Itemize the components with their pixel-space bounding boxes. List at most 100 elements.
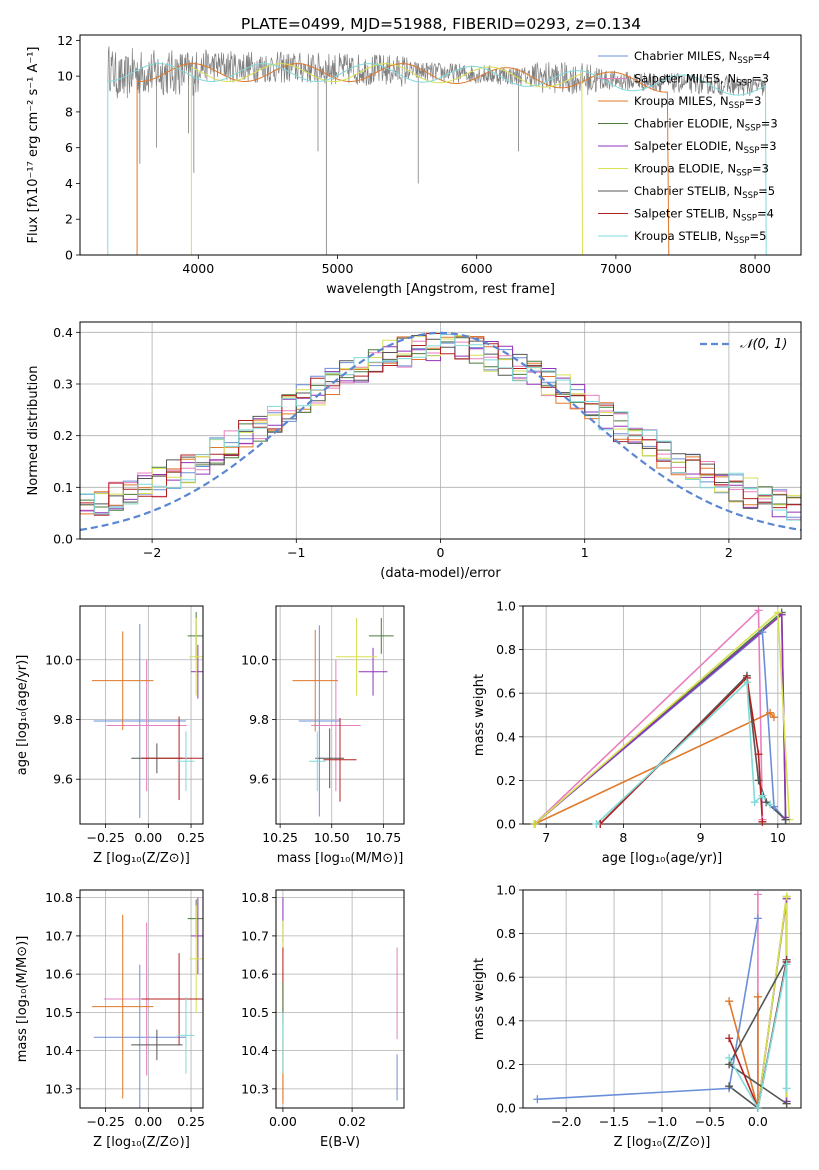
series-point	[725, 1034, 734, 1043]
series-line	[534, 630, 787, 824]
axes-frame	[522, 605, 802, 825]
x-tick-label: 2	[725, 545, 733, 560]
y-tick-label: 1.0	[496, 883, 516, 898]
legend-entry: Chabrier ELODIE, NSSP=3	[634, 117, 778, 134]
legend-name: Kroupa STELIB, N	[634, 229, 734, 243]
legend-value: =3	[760, 139, 777, 153]
x-tick-label: 8	[619, 830, 627, 845]
legend-value: =4	[757, 207, 774, 221]
legend-entry: Salpeter MILES, NSSP=3	[634, 72, 769, 89]
y-tick-label: 12	[57, 33, 73, 48]
x-tick-label: 0.25	[177, 1114, 205, 1129]
legend-entry: Salpeter ELODIE, NSSP=3	[634, 139, 777, 156]
x-axis-label: E(B-V)	[320, 1135, 360, 1150]
x-tick-label: −0.5	[695, 1114, 725, 1129]
legend-subscript: SSP	[737, 56, 753, 66]
x-axis-label: age [log₁₀(age/yr)]	[602, 851, 723, 866]
y-axis-label: Flux [fλ10⁻¹⁷ erg cm⁻² s⁻¹ A⁻¹]	[26, 47, 41, 244]
legend-entry: 𝒩(0, 1)	[740, 337, 787, 352]
legend-value: =3	[752, 72, 769, 86]
series-line	[534, 608, 764, 824]
plot-area	[282, 897, 398, 1105]
legend-name: Salpeter STELIB, N	[634, 207, 741, 221]
series-point	[766, 708, 775, 717]
plot-area	[80, 331, 801, 531]
legend-name: Chabrier ELODIE, N	[634, 117, 745, 131]
legend-value: =4	[753, 49, 770, 63]
x-tick-label: −1.0	[647, 1114, 677, 1129]
axes-frame	[79, 889, 204, 1109]
model-spectrum-line	[107, 63, 767, 255]
series-point	[782, 1099, 791, 1108]
y-tick-label: 10	[57, 69, 73, 84]
legend-entry: Kroupa ELODIE, NSSP=3	[634, 162, 769, 179]
x-axis-label: wavelength [Angstrom, rest frame]	[326, 282, 555, 297]
x-tick-label: 4000	[182, 261, 214, 276]
legend-subscript: SSP	[734, 236, 750, 246]
x-axis-label: Z [log₁₀(Z/Z⊙)]	[93, 851, 190, 866]
legend-name: Salpeter ELODIE, N	[634, 139, 744, 153]
x-axis-label: Z [log₁₀(Z/Z⊙)]	[614, 1135, 711, 1150]
legend-name: Kroupa MILES, N	[634, 94, 729, 108]
x-tick-label: 0	[437, 545, 445, 560]
x-tick-label: 0.25	[177, 830, 205, 845]
y-tick-label: 10.7	[241, 928, 269, 943]
legend-subscript: SSP	[744, 146, 760, 156]
plot-area	[91, 611, 203, 819]
x-tick-label: −1	[287, 545, 305, 560]
series-point	[754, 776, 763, 785]
x-tick-label: −2.0	[551, 1114, 581, 1129]
x-tick-label: 9	[697, 830, 705, 845]
series-point	[754, 606, 763, 615]
y-axis-label: age [log₁₀(age/yr)]	[15, 655, 30, 776]
legend-name: Salpeter MILES, N	[634, 72, 736, 86]
series-point	[725, 1082, 734, 1091]
axes-frame	[275, 605, 405, 825]
plot-area	[91, 897, 203, 1108]
x-tick-label: 0.02	[338, 1114, 366, 1129]
x-axis-label: mass [log₁₀(M/M⊙)]	[277, 851, 404, 866]
y-tick-label: 10.0	[45, 652, 73, 667]
legend-subscript: SSP	[729, 101, 745, 111]
x-tick-label: 0.00	[134, 1114, 162, 1129]
y-tick-label: 9.8	[249, 712, 269, 727]
series-point	[754, 750, 763, 759]
y-tick-label: 10.6	[45, 967, 73, 982]
legend-value: =3	[761, 117, 778, 131]
x-axis-label: Z [log₁₀(Z/Z⊙)]	[93, 1135, 190, 1150]
series-point	[766, 800, 775, 809]
series-point	[753, 992, 762, 1001]
y-tick-label: 10.6	[241, 967, 269, 982]
legend-value: =5	[749, 229, 766, 243]
y-tick-label: 10.8	[45, 890, 73, 905]
y-tick-label: 10.8	[241, 890, 269, 905]
plot-area	[107, 46, 767, 255]
series-point	[758, 628, 767, 637]
series-point	[533, 1095, 542, 1104]
y-tick-label: 0.1	[53, 480, 73, 495]
legend-entry: Kroupa STELIB, NSSP=5	[634, 229, 766, 246]
y-tick-label: 1.0	[496, 599, 516, 614]
y-tick-label: 0.0	[496, 817, 516, 832]
y-tick-label: 0.3	[53, 377, 73, 392]
chart-age-vs-Z: −0.25 0.00 0.25 9.6 9.8 10.0 Z [log₁₀(Z/Z⊙)] ag…	[15, 605, 205, 866]
series-point	[758, 791, 767, 800]
y-tick-label: 0.6	[496, 970, 516, 985]
y-tick-label: 0	[65, 248, 73, 263]
series-point	[530, 820, 539, 828]
x-tick-label: 10.25	[262, 830, 298, 845]
y-tick-label: 0.8	[496, 642, 516, 657]
y-tick-label: 4	[65, 176, 73, 191]
y-tick-label: 10.4	[45, 1043, 73, 1058]
legend-entry: Chabrier STELIB, NSSP=5	[634, 184, 775, 201]
histogram-series	[80, 334, 801, 521]
y-tick-label: 9.6	[249, 772, 269, 787]
y-tick-label: 9.6	[53, 772, 73, 787]
y-tick-label: 6	[65, 140, 73, 155]
legend-name: Chabrier MILES, N	[634, 49, 737, 63]
series-point	[753, 914, 762, 923]
legend-subscript: SSP	[741, 214, 757, 224]
x-tick-label: 10.50	[314, 830, 350, 845]
series-point	[592, 820, 601, 828]
chart-spectrum: 4000 5000 6000 7000 8000 0 2 4 6 8 10 12 wavelength …	[26, 33, 802, 297]
